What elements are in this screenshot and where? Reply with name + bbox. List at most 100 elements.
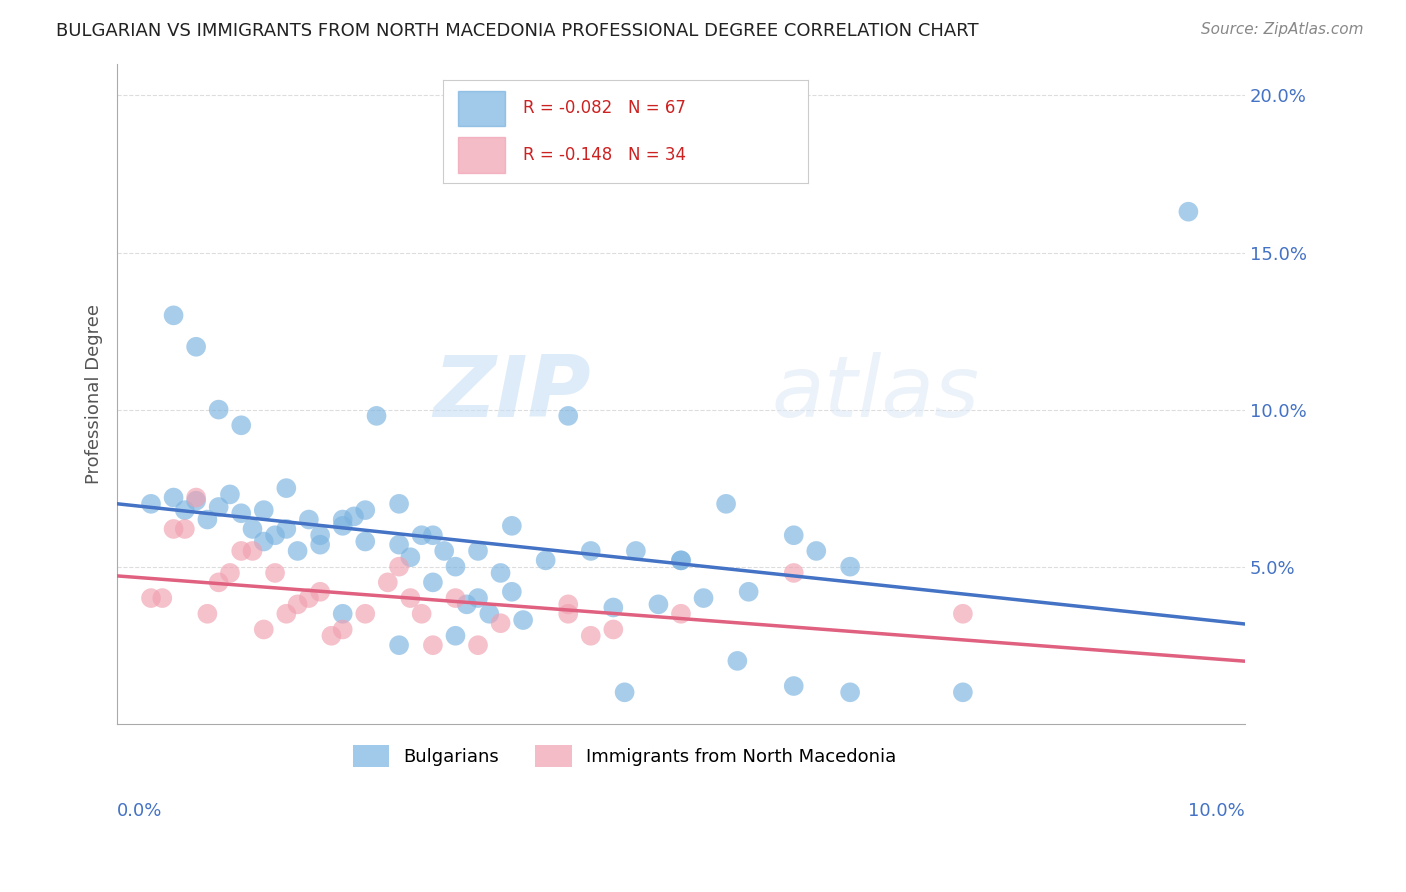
Point	[253, 534, 276, 549]
Point	[737, 584, 759, 599]
Point	[162, 522, 184, 536]
Point	[806, 544, 828, 558]
Text: Source: ZipAtlas.com: Source: ZipAtlas.com	[1201, 22, 1364, 37]
Bar	[457, 136, 505, 173]
Point	[388, 497, 411, 511]
Point	[725, 654, 748, 668]
Point	[184, 493, 207, 508]
Point	[613, 685, 636, 699]
Point	[354, 607, 377, 621]
Point	[534, 553, 557, 567]
Y-axis label: Professional Degree: Professional Degree	[86, 304, 103, 483]
Point	[478, 607, 501, 621]
Point	[422, 528, 444, 542]
Point	[952, 685, 974, 699]
Point	[231, 506, 253, 520]
Point	[501, 518, 523, 533]
Point	[388, 559, 411, 574]
Text: BULGARIAN VS IMMIGRANTS FROM NORTH MACEDONIA PROFESSIONAL DEGREE CORRELATION CHA: BULGARIAN VS IMMIGRANTS FROM NORTH MACED…	[56, 22, 979, 40]
Point	[184, 340, 207, 354]
Point	[783, 679, 806, 693]
Point	[444, 591, 467, 605]
Bar	[457, 91, 505, 127]
Text: R = -0.148   N = 34: R = -0.148 N = 34	[523, 145, 686, 163]
Point	[557, 598, 579, 612]
Point	[309, 538, 332, 552]
Point	[501, 584, 523, 599]
Text: ZIP: ZIP	[433, 352, 591, 435]
Point	[332, 518, 354, 533]
Point	[467, 638, 489, 652]
Point	[208, 575, 231, 590]
Point	[422, 575, 444, 590]
Point	[456, 598, 478, 612]
Legend: Bulgarians, Immigrants from North Macedonia: Bulgarians, Immigrants from North Macedo…	[346, 738, 904, 774]
Point	[309, 584, 332, 599]
Point	[276, 481, 298, 495]
Point	[783, 528, 806, 542]
Point	[343, 509, 366, 524]
Point	[276, 607, 298, 621]
Point	[173, 522, 195, 536]
Point	[669, 553, 692, 567]
Point	[399, 591, 422, 605]
Point	[557, 409, 579, 423]
Point	[253, 623, 276, 637]
Point	[602, 623, 624, 637]
Point	[512, 613, 534, 627]
Point	[952, 607, 974, 621]
Point	[839, 685, 862, 699]
Point	[242, 522, 264, 536]
Point	[139, 591, 162, 605]
Point	[197, 512, 219, 526]
Point	[287, 598, 309, 612]
Point	[714, 497, 737, 511]
Point	[467, 591, 489, 605]
Point	[579, 544, 602, 558]
Point	[467, 544, 489, 558]
Point	[647, 598, 669, 612]
Point	[602, 600, 624, 615]
Point	[321, 629, 343, 643]
Point	[411, 528, 433, 542]
Point	[354, 534, 377, 549]
Point	[624, 544, 647, 558]
Point	[162, 491, 184, 505]
Point	[388, 638, 411, 652]
Text: 0.0%: 0.0%	[117, 802, 163, 821]
Point	[150, 591, 173, 605]
Point	[162, 309, 184, 323]
Point	[422, 638, 444, 652]
Point	[309, 528, 332, 542]
Point	[332, 512, 354, 526]
Point	[253, 503, 276, 517]
Point	[208, 500, 231, 514]
Point	[208, 402, 231, 417]
Point	[139, 497, 162, 511]
Point	[298, 591, 321, 605]
Point	[669, 553, 692, 567]
Point	[242, 544, 264, 558]
Point	[184, 491, 207, 505]
Point	[557, 607, 579, 621]
Point	[264, 528, 287, 542]
Point	[298, 512, 321, 526]
Text: R = -0.082   N = 67: R = -0.082 N = 67	[523, 100, 686, 118]
Point	[669, 607, 692, 621]
Point	[366, 409, 388, 423]
Point	[692, 591, 714, 605]
Text: 10.0%: 10.0%	[1188, 802, 1244, 821]
Point	[444, 629, 467, 643]
Point	[377, 575, 399, 590]
Point	[219, 566, 242, 580]
Point	[579, 629, 602, 643]
Point	[231, 418, 253, 433]
Point	[197, 607, 219, 621]
Point	[219, 487, 242, 501]
Point	[1177, 204, 1199, 219]
Point	[839, 559, 862, 574]
Point	[231, 544, 253, 558]
Point	[388, 538, 411, 552]
Point	[783, 566, 806, 580]
Point	[411, 607, 433, 621]
